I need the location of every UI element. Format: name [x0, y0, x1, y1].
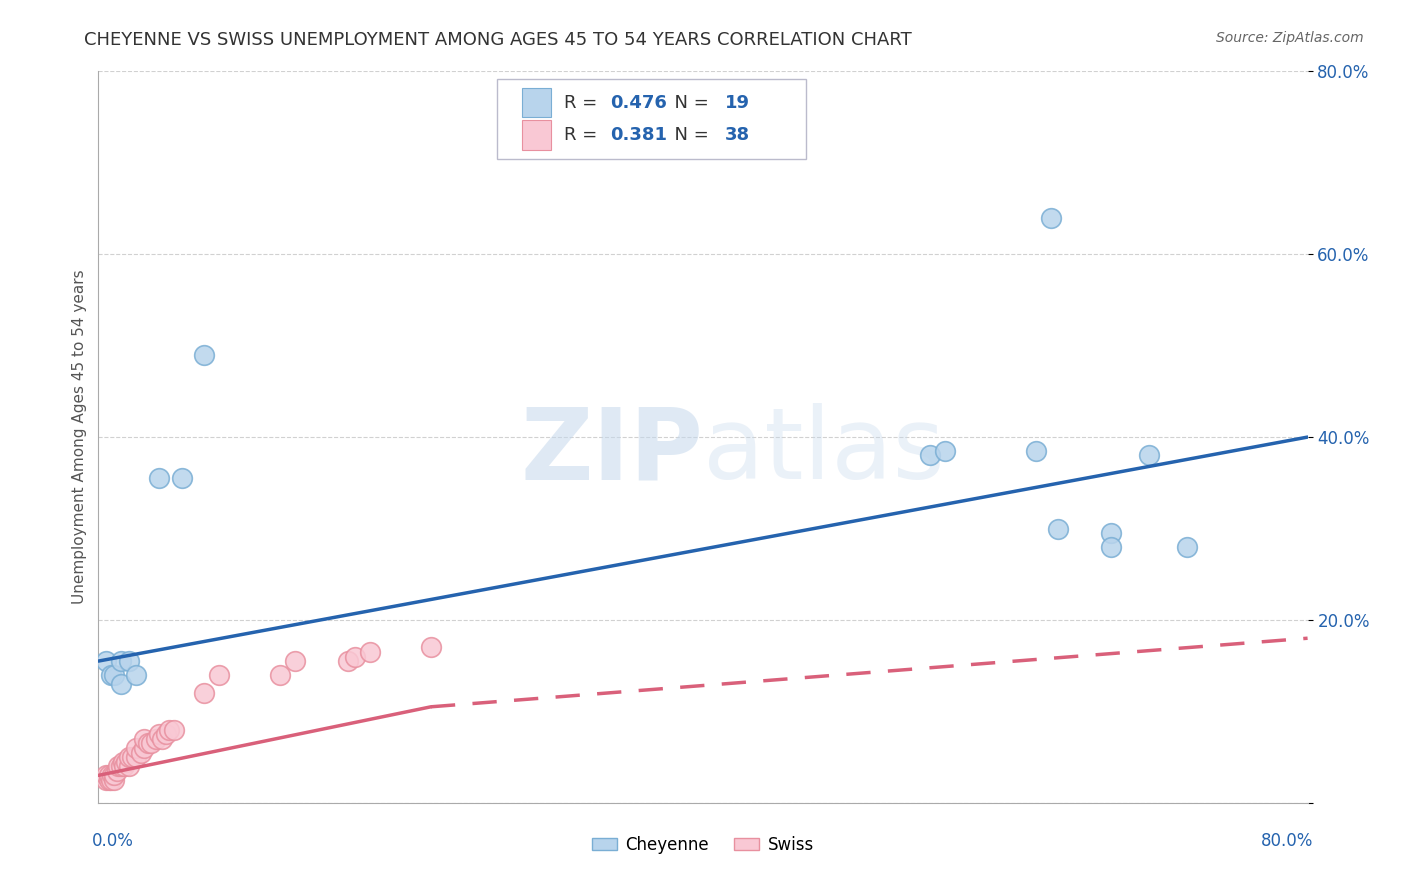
Point	[112, 759, 135, 773]
Point	[918, 448, 941, 462]
Text: 0.381: 0.381	[610, 126, 666, 144]
Point	[1175, 540, 1198, 554]
Point	[125, 750, 148, 764]
Text: R =: R =	[564, 126, 603, 144]
Text: 0.476: 0.476	[610, 94, 666, 112]
Point	[107, 759, 129, 773]
Point	[121, 750, 143, 764]
Point	[336, 654, 359, 668]
Point	[94, 768, 117, 782]
Point	[1099, 540, 1122, 554]
Point	[129, 746, 152, 760]
Point	[94, 654, 117, 668]
Point	[118, 750, 141, 764]
Point	[934, 443, 956, 458]
Point	[118, 654, 141, 668]
Point	[208, 667, 231, 681]
Point	[94, 772, 117, 787]
FancyBboxPatch shape	[522, 120, 551, 150]
Point	[159, 723, 181, 737]
Point	[1099, 526, 1122, 541]
Point	[100, 667, 122, 681]
Point	[148, 471, 170, 485]
Point	[155, 727, 177, 741]
Point	[1039, 211, 1062, 225]
Text: Source: ZipAtlas.com: Source: ZipAtlas.com	[1216, 31, 1364, 45]
Text: 38: 38	[724, 126, 749, 144]
Point	[100, 772, 122, 787]
Text: N =: N =	[664, 94, 714, 112]
Point	[1047, 521, 1070, 535]
Point	[111, 755, 134, 769]
Text: 19: 19	[724, 94, 749, 112]
Point	[1024, 443, 1046, 458]
FancyBboxPatch shape	[522, 88, 551, 118]
Point	[125, 667, 148, 681]
Legend: Cheyenne, Swiss: Cheyenne, Swiss	[585, 829, 821, 860]
Y-axis label: Unemployment Among Ages 45 to 54 years: Unemployment Among Ages 45 to 54 years	[72, 269, 87, 605]
Point	[284, 654, 307, 668]
Point	[269, 667, 291, 681]
Point	[101, 768, 124, 782]
Text: N =: N =	[664, 126, 714, 144]
Point	[360, 645, 382, 659]
Text: 80.0%: 80.0%	[1261, 832, 1313, 850]
Point	[98, 772, 121, 787]
Point	[163, 723, 186, 737]
Text: atlas: atlas	[703, 403, 945, 500]
Point	[118, 759, 141, 773]
Point	[150, 731, 173, 746]
Point	[103, 667, 125, 681]
Point	[103, 772, 125, 787]
Point	[125, 740, 148, 755]
Point	[103, 768, 125, 782]
Text: CHEYENNE VS SWISS UNEMPLOYMENT AMONG AGES 45 TO 54 YEARS CORRELATION CHART: CHEYENNE VS SWISS UNEMPLOYMENT AMONG AGE…	[84, 31, 912, 49]
Point	[105, 764, 128, 778]
FancyBboxPatch shape	[498, 78, 806, 159]
Point	[132, 740, 155, 755]
Text: 0.0%: 0.0%	[93, 832, 134, 850]
Point	[110, 759, 132, 773]
Point	[114, 755, 136, 769]
Point	[110, 654, 132, 668]
Text: R =: R =	[564, 94, 603, 112]
Point	[136, 736, 159, 750]
Point	[170, 471, 193, 485]
Point	[145, 731, 167, 746]
Point	[148, 727, 170, 741]
Point	[132, 731, 155, 746]
Point	[420, 640, 443, 655]
Point	[110, 677, 132, 691]
Text: ZIP: ZIP	[520, 403, 703, 500]
Point	[1137, 448, 1160, 462]
Point	[141, 736, 163, 750]
Point	[193, 348, 215, 362]
Point	[193, 686, 215, 700]
Point	[98, 768, 121, 782]
Point	[344, 649, 367, 664]
